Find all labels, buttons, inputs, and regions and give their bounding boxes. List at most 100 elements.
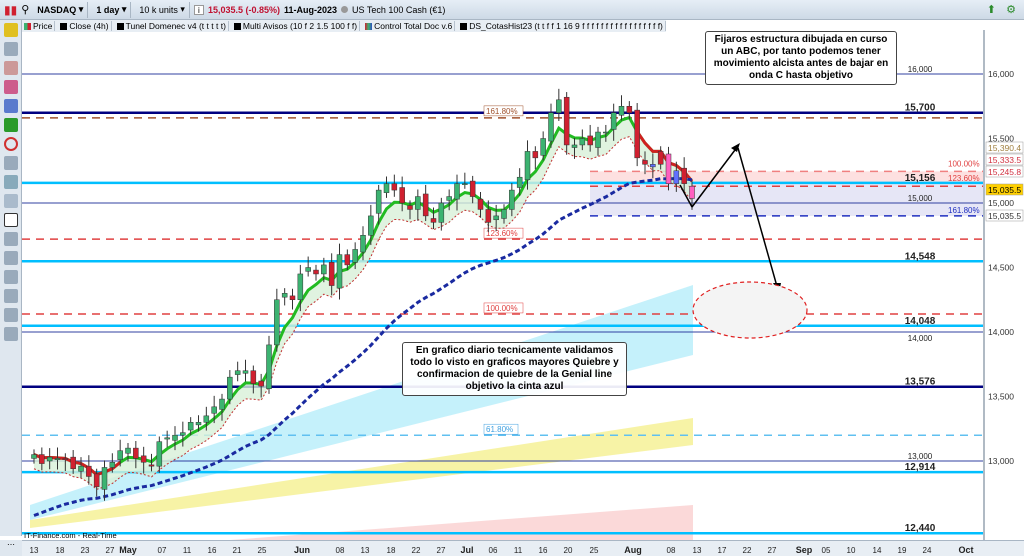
level-label: 15,700 <box>905 103 936 114</box>
candle <box>266 344 272 390</box>
candle <box>493 215 499 221</box>
fib-label: 161.80% <box>486 107 518 116</box>
legend-label: Price <box>33 21 53 31</box>
candle <box>375 189 382 214</box>
candle <box>133 447 139 459</box>
fib-icon[interactable] <box>4 80 18 94</box>
level-label: 14,048 <box>905 316 936 327</box>
price-tag <box>985 153 1024 166</box>
arrow-icon[interactable] <box>4 118 18 132</box>
level-label: 12,914 <box>905 462 936 473</box>
price-tag-label: 15,245.8 <box>988 167 1021 177</box>
candle <box>485 209 492 223</box>
fib-label: 100.00% <box>486 304 518 313</box>
zoom-icon[interactable] <box>4 327 18 341</box>
price-tag-label: 15,035.5 <box>988 211 1021 221</box>
last-date: 11-Aug-2023 <box>283 4 338 15</box>
vline-icon[interactable] <box>4 251 18 265</box>
info-icon[interactable]: i <box>193 4 204 15</box>
legend-item[interactable]: Control Total Doc v.6 <box>363 21 456 31</box>
level-label: 14,000 <box>908 334 933 343</box>
levels-icon[interactable] <box>4 194 18 208</box>
level-label: 15,156 <box>905 173 936 184</box>
legend-item[interactable]: DS_CotasHist23 (t t f f 1 16 9 f f f f f… <box>458 21 666 31</box>
candles-icon[interactable]: ▮▮ <box>4 2 18 17</box>
maximize-icon[interactable]: ⬆ <box>986 4 996 16</box>
candle <box>54 458 61 460</box>
annotation-daily-text: En grafico diario tecnicamente validamos… <box>410 345 619 392</box>
candle <box>274 299 280 346</box>
candle <box>681 167 687 184</box>
toolbar: ▮▮ ⚲ NASDAQ ▾ 1 day ▾ 10 k units ▾ i 15,… <box>0 0 1024 20</box>
candle <box>203 415 210 423</box>
fib-label: 161.80% <box>948 206 980 215</box>
annotation-abc[interactable]: Fijaros estructura dibujada en curso un … <box>705 31 897 85</box>
candle <box>689 185 695 199</box>
units-select[interactable]: 10 k units ▾ <box>135 1 190 18</box>
candle <box>281 293 288 298</box>
candle <box>164 437 170 440</box>
candle <box>46 456 53 462</box>
fib-label-box <box>483 423 519 435</box>
text-icon[interactable] <box>4 213 18 227</box>
cursor-icon[interactable] <box>4 42 18 56</box>
axis-menu-button[interactable]: ⋯ <box>0 540 22 556</box>
ellipse-icon[interactable] <box>4 137 18 151</box>
candle <box>383 183 390 193</box>
candle <box>180 432 186 436</box>
trendline-icon[interactable] <box>4 270 18 284</box>
level-label: 13,000 <box>908 452 933 461</box>
legend-item[interactable]: Close (4h) <box>58 21 112 31</box>
legend-item[interactable]: Price <box>22 21 56 31</box>
candle <box>172 434 178 441</box>
candle <box>469 180 476 197</box>
legend-item[interactable]: Tunel Domenec v4 (t t t t t) <box>115 21 229 31</box>
candle <box>673 170 680 184</box>
indicator-legend: Price Close (4h) Tunel Domenec v4 (t t t… <box>22 20 666 32</box>
y-tick-label: 14,500 <box>988 263 1014 273</box>
symbol-select[interactable]: NASDAQ ▾ <box>33 1 89 18</box>
fib-label: 123.60% <box>948 174 980 183</box>
level-label: 14,548 <box>905 251 936 262</box>
fib-ext-icon[interactable] <box>4 99 18 113</box>
legend-item[interactable]: Multi Avisos (10 f 2 1.5 100 f f) <box>232 21 361 31</box>
candle <box>634 109 640 159</box>
rect-icon[interactable] <box>4 156 18 170</box>
annotation-daily[interactable]: En grafico diario tecnicamente validamos… <box>402 342 627 396</box>
legend-label: Tunel Domenec v4 (t t t t t) <box>125 21 226 31</box>
pink-band <box>230 505 693 540</box>
candle <box>313 269 319 275</box>
candle <box>415 196 421 210</box>
channel-icon[interactable] <box>4 175 18 189</box>
gann-icon[interactable] <box>4 308 18 322</box>
candle <box>227 376 233 400</box>
level-label: 16,000 <box>908 65 933 74</box>
candle <box>234 370 241 375</box>
hline-icon[interactable] <box>4 232 18 246</box>
candle <box>438 202 445 223</box>
candle <box>571 144 578 148</box>
y-tick-label: 15,500 <box>988 134 1014 144</box>
candle <box>125 447 131 454</box>
bell-icon[interactable] <box>4 23 18 37</box>
instrument-name: US Tech 100 Cash (€1) <box>352 4 446 15</box>
pin-icon[interactable]: ⚲ <box>21 4 30 16</box>
candle <box>250 370 257 384</box>
candle <box>156 441 163 467</box>
candle <box>548 112 554 142</box>
target-ellipse <box>692 281 808 339</box>
y-tick-label: 13,500 <box>988 392 1014 402</box>
ruler-icon[interactable] <box>4 61 18 75</box>
wave-line <box>679 184 693 208</box>
interval-select[interactable]: 1 day ▾ <box>92 1 132 18</box>
price-tag-label: 15,333.5 <box>988 155 1021 165</box>
pitchfork-icon[interactable] <box>4 289 18 303</box>
candle <box>39 454 45 464</box>
price-tag <box>985 141 1024 154</box>
candle <box>242 370 249 374</box>
candle <box>93 473 100 488</box>
candle <box>62 458 69 460</box>
candle <box>336 254 343 289</box>
candle <box>610 112 617 130</box>
settings-icon[interactable]: ⚙ <box>1006 4 1016 16</box>
